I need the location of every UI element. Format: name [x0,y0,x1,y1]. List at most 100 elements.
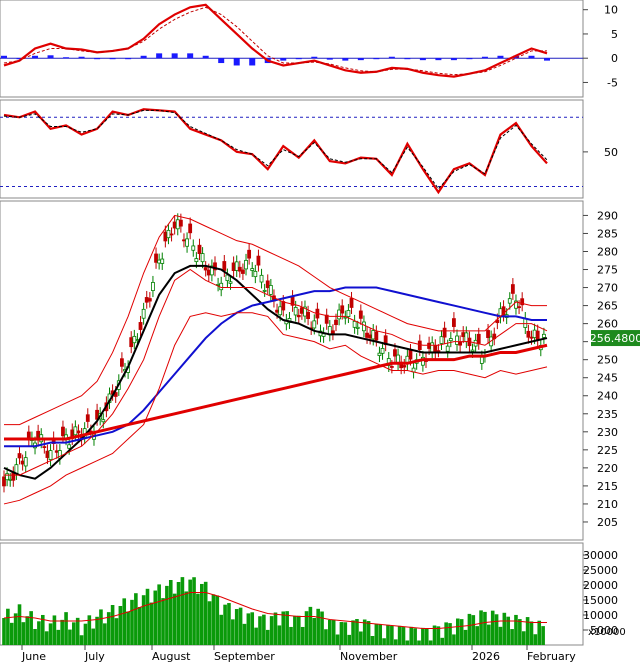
volume-bar [300,626,305,645]
candle-body [439,336,444,344]
candle-body [45,450,50,458]
volume-bar [444,622,448,645]
macd-histogram-bar [497,55,504,59]
candle-body [389,366,394,368]
macd-histogram-bar [16,58,23,60]
y-tick-label: -5 [607,76,618,89]
candle-body [129,337,134,348]
volume-bar [541,626,545,645]
macd-histogram-bar [140,55,147,59]
price-overlay-line [4,286,547,448]
candle-body [175,219,180,230]
panel-frame [0,0,584,98]
candle-body [306,311,310,320]
volume-bar [343,622,348,645]
volume-bar [44,631,49,645]
price-panel: 2902852802752702652602552502452402352302… [0,200,640,541]
volume-bar [498,626,503,645]
volume-bar [374,623,379,645]
candle-body [54,450,59,453]
volume-bar [207,601,212,645]
candle-body [265,280,270,289]
candle-body [510,284,515,294]
candle-body [331,330,335,335]
candle-body [182,239,186,242]
volume-bar [250,612,255,645]
volume-bar [467,613,472,645]
macd-histogram-bar [311,56,318,59]
y-tick-label: 250 [597,354,618,367]
candle-body [141,308,146,319]
volume-bar [64,612,68,645]
volume-bar [188,579,192,645]
volume-bar [17,604,22,645]
volume-bar [362,619,367,645]
volume-bar [289,626,293,645]
volume-bar [184,591,189,645]
candle-body [278,306,283,316]
candle-body [442,327,447,338]
macd-histogram-bar [32,55,39,59]
volume-bar [370,635,375,645]
macd-histogram-bar [94,58,101,60]
volume-bar [455,618,460,645]
volume-bar [246,613,251,645]
candle-body [247,249,252,259]
candle-body [219,282,224,291]
volume-bar [137,607,142,645]
volume-bar [227,603,231,645]
y-tick-label: 235 [597,408,618,421]
volume-bar [440,637,445,645]
candle-body [349,298,354,308]
y-tick-label: 285 [597,227,618,240]
candle-body [244,259,248,270]
volume-bar [413,628,417,645]
candle-body [8,478,13,481]
candle-body [147,298,152,302]
candle-body [470,349,475,352]
volume-bar [75,617,80,645]
candle-body [476,333,481,344]
rsi-signal-line [3,109,548,190]
candle-body [262,289,267,292]
macd-histogram-bar [280,58,287,61]
volume-bar [506,616,511,645]
macd-histogram-bar [249,58,256,66]
candle-body [241,269,245,274]
candle-body [433,345,438,353]
volume-bar [436,626,441,645]
volume-bar [219,614,223,645]
candle-body [368,334,373,339]
volume-bar [479,610,483,645]
volume-bar [304,611,309,645]
candle-body [312,320,317,329]
volume-bar [324,629,328,645]
volume-bar [29,611,33,645]
candle-body [517,306,521,309]
candle-body [417,340,422,350]
macd-histogram-bar [47,55,54,59]
volume-bar [448,623,452,645]
candle-body [365,332,369,338]
volume-bar [83,623,88,645]
volume-bar [172,593,177,645]
volume-bar [390,625,394,645]
macd-histogram-bar [125,58,132,60]
y-tick-label: 15000 [583,594,618,607]
macd-histogram-bar [218,58,225,64]
y-tick-label: 10 [604,4,618,17]
volume-bar [359,631,363,645]
y-tick-label: 280 [597,245,618,258]
y-tick-label: 215 [597,480,618,493]
candle-body [259,274,264,283]
volume-bar [91,628,96,645]
rsi-panel: 50 [0,99,618,199]
volume-bar [192,577,196,645]
volume-bar [510,629,514,645]
candle-body [132,335,137,344]
volume-bar [525,617,530,645]
candle-body [228,281,233,284]
volume-bar [273,612,278,645]
y-tick-label: 230 [597,426,618,439]
candle-body [334,319,338,326]
